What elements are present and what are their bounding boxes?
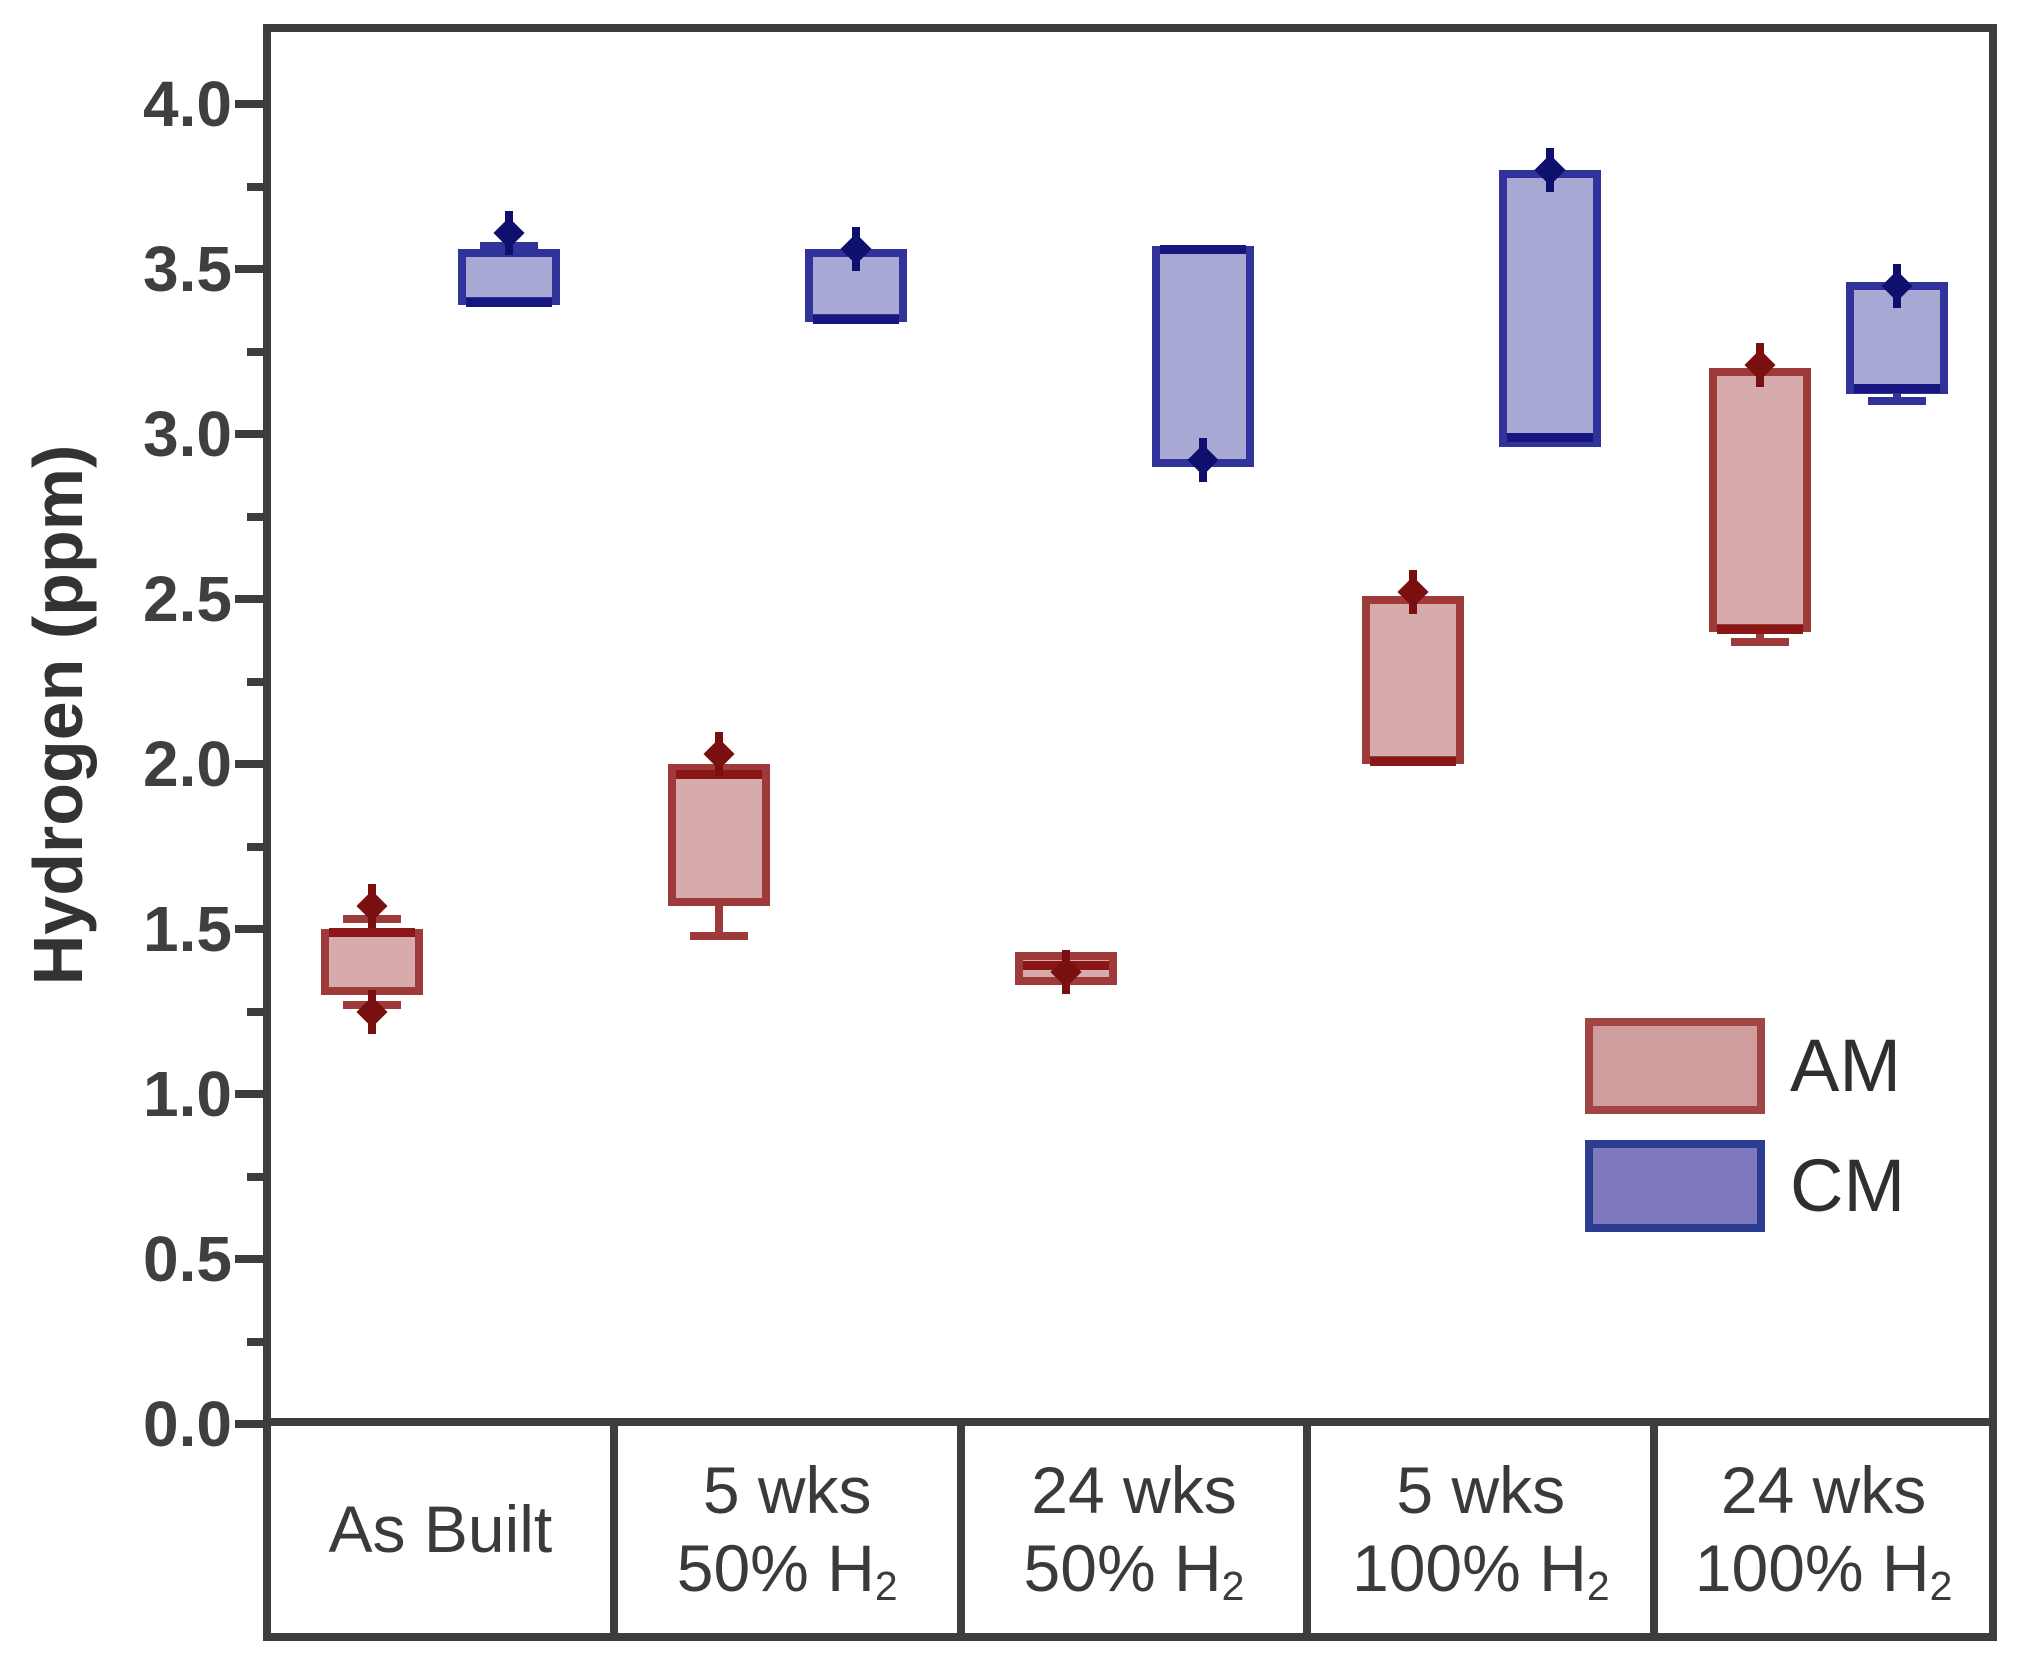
y-tick-label: 2.5: [143, 563, 232, 635]
h2-subscript: 2: [1929, 1562, 1953, 1609]
x-cell-4: 24 wks 100% H2: [1650, 1418, 1997, 1641]
y-tick-label: 1.5: [143, 893, 232, 965]
y-tick-label: 0.5: [143, 1223, 232, 1295]
legend-label-cm: CM: [1790, 1144, 1906, 1227]
x-cell-label-line: 100% H2: [1352, 1530, 1610, 1609]
box-cm-0: [458, 249, 561, 306]
y-minor-tick: [247, 512, 263, 521]
y-minor-tick: [247, 182, 263, 191]
median-am-4: [1716, 624, 1803, 634]
box-cm-2: [1152, 245, 1254, 467]
x-cell-2: 24 wks 50% H2: [956, 1418, 1312, 1641]
whisker-stem-am: [1755, 632, 1764, 642]
median-cm-2: [1160, 245, 1246, 255]
y-minor-tick: [247, 1007, 263, 1016]
y-major-tick: [235, 1090, 263, 1098]
x-cell-label-line: 50% H2: [676, 1530, 898, 1609]
whisker-cap-am: [690, 931, 749, 940]
legend-swatch-am: [1585, 1018, 1765, 1114]
x-cell-label-line: 50% H2: [1023, 1530, 1245, 1609]
x-cell-0: As Built: [263, 1418, 618, 1641]
y-major-tick: [235, 760, 263, 768]
y-major-tick: [235, 100, 263, 108]
whisker-stem-am: [715, 905, 724, 936]
median-cm-3: [1506, 433, 1593, 443]
y-tick-label: 4.0: [143, 68, 232, 140]
y-major-tick: [235, 925, 263, 933]
whisker-cap-am: [1730, 637, 1789, 646]
y-minor-tick: [247, 347, 263, 356]
y-major-tick: [235, 430, 263, 438]
median-cm-4: [1853, 383, 1940, 393]
box-cm-3: [1498, 170, 1601, 448]
y-tick-label: 2.0: [143, 728, 232, 800]
y-tick-label: 1.0: [143, 1058, 232, 1130]
x-cell-3: 5 wks 100% H2: [1303, 1418, 1659, 1641]
y-minor-tick: [247, 842, 263, 851]
legend-label-am: AM: [1790, 1024, 1901, 1107]
x-cell-label-line: 5 wks: [702, 1452, 872, 1527]
x-cell-label-line: 100% H2: [1694, 1530, 1953, 1609]
h2-subscript: 2: [1221, 1562, 1245, 1609]
box-am-1: [668, 764, 771, 906]
y-minor-tick: [247, 677, 263, 686]
y-major-tick: [235, 1255, 263, 1263]
x-cell-label-line: As Built: [328, 1491, 553, 1566]
legend-swatch-cm: [1585, 1140, 1765, 1232]
median-cm-0: [466, 298, 553, 307]
median-am-3: [1369, 756, 1456, 766]
y-major-tick: [235, 265, 263, 273]
box-am-3: [1361, 595, 1464, 764]
x-cell-label-line: 24 wks: [1720, 1452, 1927, 1527]
y-major-tick: [235, 1420, 263, 1428]
y-major-tick: [235, 595, 263, 603]
box-am-4: [1708, 368, 1811, 632]
y-minor-tick: [247, 1337, 263, 1346]
x-cell-label-line: 24 wks: [1031, 1452, 1237, 1527]
y-tick-label: 3.5: [143, 233, 232, 305]
y-tick-label: 3.0: [143, 398, 232, 470]
median-cm-1: [813, 314, 900, 324]
h2-subscript: 2: [1586, 1562, 1610, 1609]
y-tick-label: 0.0: [143, 1388, 232, 1460]
h2-subscript: 2: [874, 1562, 898, 1609]
x-cell-label-line: 5 wks: [1396, 1452, 1566, 1527]
median-am-0: [329, 928, 416, 938]
x-cell-1: 5 wks 50% H2: [609, 1418, 965, 1641]
whisker-cap-cm: [1867, 397, 1926, 405]
y-minor-tick: [247, 1172, 263, 1181]
box-am-0: [321, 929, 424, 995]
